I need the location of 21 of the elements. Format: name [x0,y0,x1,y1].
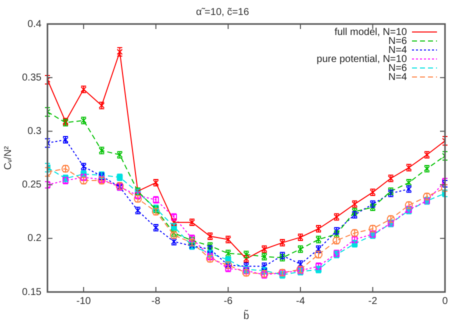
legend-label: N=6 [388,62,408,74]
x-tick-label: -6 [224,296,234,307]
legend-label: N=4 [388,72,408,83]
y-tick-label: 0.35 [22,72,42,84]
x-tick-label: -10 [76,296,92,307]
x-tick-label: -2 [368,296,378,307]
x-tick-label: -4 [296,296,306,307]
y-axis-title: Cᵥ/N² [2,145,14,170]
y-tick-label: 0.2 [28,233,42,244]
y-tick-label: 0.3 [28,126,42,137]
x-axis-title: b̃ [243,309,250,322]
legend-label: N=6 [388,36,408,47]
y-tick-label: 0.15 [22,286,42,298]
chart-title: α̃ =10, c̃=16 [196,6,250,18]
x-tick-label: -8 [151,296,161,307]
x-tick-label: 0 [442,296,448,307]
y-tick-label: 0.25 [22,180,42,191]
y-tick-label: 0.4 [28,18,42,30]
legend-label: N=4 [388,44,408,56]
legend-label: pure potential, N=10 [316,54,408,65]
legend-label: full model, N=10 [334,26,408,38]
